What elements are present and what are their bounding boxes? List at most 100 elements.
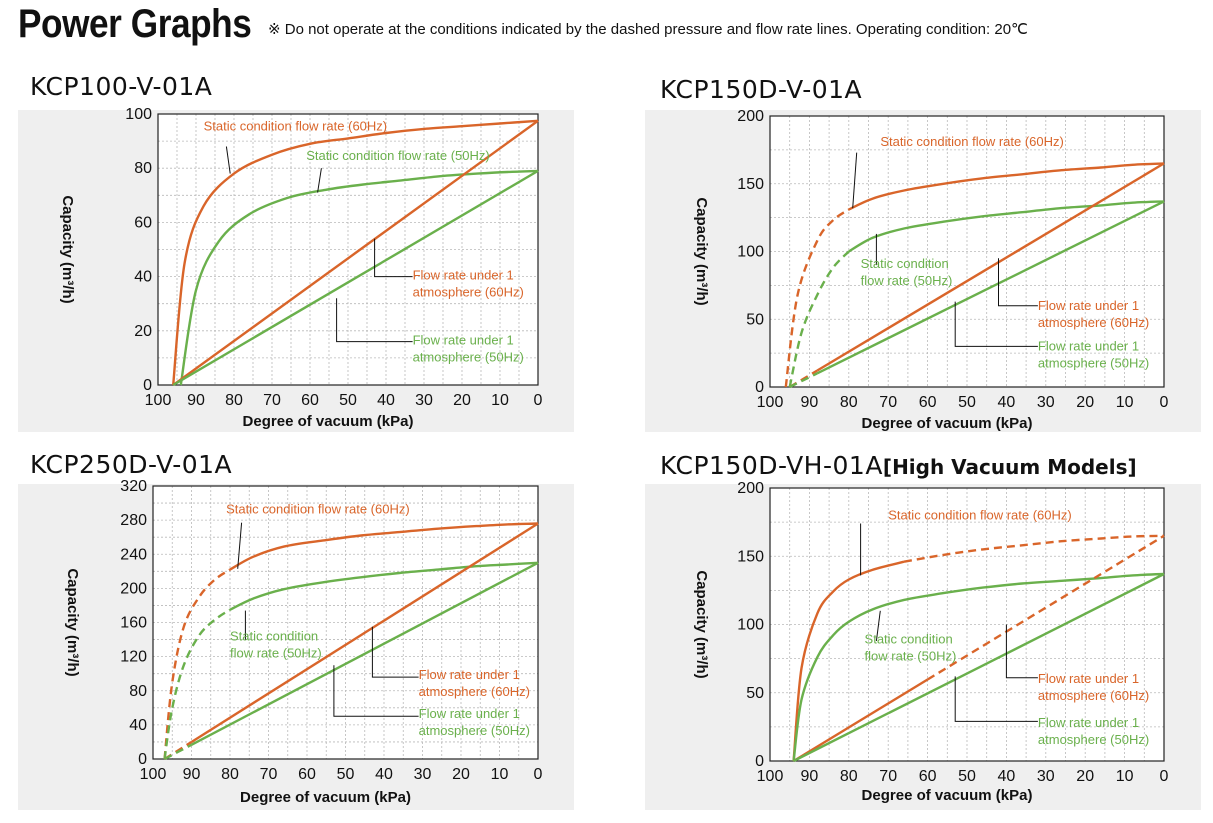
annotation-label: Flow rate under 1 [1038,298,1139,313]
x-tick-label: 40 [375,766,393,783]
x-tick-label: 20 [453,392,471,409]
x-tick-label: 10 [491,766,509,783]
annotation-leader [333,665,419,717]
annotation-label: Flow rate under 1 [1038,715,1139,730]
series-line [792,572,1165,762]
chart-title: KCP150D-VH-01A[High Vacuum Models] [660,451,1137,480]
y-axis-label: Capacity (m³/h) [693,570,710,678]
series-line [793,572,1165,763]
series-line [848,200,1165,253]
x-tick-label: 30 [1037,768,1055,785]
chart-title-main: KCP150D-VH-01A [660,451,883,480]
x-tick-label: 10 [1116,394,1134,411]
y-tick-label: 200 [120,580,147,597]
x-tick-label: 70 [263,392,281,409]
x-tick-label: 80 [225,392,243,409]
annotation-label: Static condition [865,632,953,647]
chart-svg: 100 90 80 70 60 50 40 30 20 10 0050100150200Degree… [645,480,1201,810]
page-title: Power Graphs [18,2,252,46]
y-tick-label: 50 [746,685,764,702]
chart-kcp250d: KCP250D-V-01A 100 90 80 70 60 50 40 30 20 10 0 0 40 8… [18,446,578,810]
x-tick-label: 80 [221,766,239,783]
x-tick-label: 70 [879,768,897,785]
annotation-label: atmosphere (60Hz) [413,284,524,299]
x-tick-label: 70 [260,766,278,783]
x-tick-label: 10 [1116,768,1134,785]
annotation-label: Flow rate under 1 [1038,671,1139,686]
annotation-label: Flow rate under 1 [419,667,520,682]
annotation-leader [875,610,881,641]
annotation-leader [954,676,1038,722]
series-line [190,522,539,744]
annotation-label: Flow rate under 1 [419,706,520,721]
y-axis-label: Capacity (m³/h) [64,568,81,676]
chart-kcp150d: KCP150D-V-01A 100 90 80 70 60 50 40 30 20 10 0 0 50 1… [645,74,1201,432]
y-tick-label: 40 [129,717,147,734]
y-tick-label: 50 [746,311,764,328]
y-tick-label: 240 [120,546,147,563]
annotation-label: atmosphere (60Hz) [1038,688,1149,703]
x-axis-label: Degree of vacuum (kPa) [240,789,411,806]
x-tick-label: 100 [757,394,784,411]
y-axis-label: Capacity (m³/h) [693,197,710,305]
page-note: ※ Do not operate at the conditions indic… [268,21,1028,38]
y-tick-label: 0 [138,751,147,768]
chart-svg: 100 90 80 70 60 50 40 30 20 10 0040801201602002402… [18,478,574,810]
chart-title: KCP250D-V-01A [30,450,233,479]
x-tick-label: 50 [958,394,976,411]
series-line [172,169,539,387]
plot-frame [769,115,1165,388]
chart-kcp100: KCP100-V-01A 100 90 80 70 60 50 40 30 20 10 0 0 20 40… [18,70,578,432]
x-tick-label: 60 [298,766,316,783]
chart-title: KCP150D-V-01A [660,75,863,104]
x-tick-label: 100 [140,766,167,783]
annotation-label: atmosphere (60Hz) [1038,315,1149,330]
annotation-label: Static condition flow rate (60Hz) [888,507,1072,522]
y-tick-label: 60 [134,214,152,231]
series-line [172,119,539,386]
x-tick-label: 100 [145,392,172,409]
x-tick-label: 90 [183,766,201,783]
y-tick-label: 200 [737,480,764,497]
series-line [816,162,1165,372]
annotation-leader [998,258,1038,307]
y-tick-label: 80 [129,683,147,700]
y-tick-label: 0 [755,753,764,770]
annotation-label: atmosphere (60Hz) [419,684,530,699]
annotation-label: flow rate (50Hz) [865,649,957,664]
annotation-leader [317,168,322,193]
plot-frame [157,113,539,386]
x-tick-label: 20 [1076,394,1094,411]
x-axis-label: Degree of vacuum (kPa) [862,787,1033,804]
x-tick-label: 40 [998,394,1016,411]
y-tick-label: 320 [120,478,147,495]
x-tick-label: 50 [958,768,976,785]
x-tick-label: 90 [801,394,819,411]
annotation-leader [954,301,1038,347]
annotation-label: Flow rate under 1 [413,267,514,282]
y-tick-label: 160 [120,615,147,632]
annotation-label: atmosphere (50Hz) [419,723,530,738]
chart-svg: 100 90 80 70 60 50 40 30 20 10 0050100150200Degree… [645,108,1201,432]
annotation-leader [225,146,231,174]
series-line-dashed [163,568,231,760]
x-tick-label: 80 [840,394,858,411]
series-line [190,561,539,746]
x-tick-label: 100 [757,768,784,785]
x-tick-label: 70 [879,394,897,411]
annotation-label: flow rate (50Hz) [861,273,953,288]
annotation-label: Static condition flow rate (60Hz) [226,501,410,516]
series-line [229,522,539,571]
x-tick-label: 50 [339,392,357,409]
y-tick-label: 20 [134,323,152,340]
annotation-leader [852,152,858,209]
x-tick-label: 40 [998,768,1016,785]
plot-frame [769,487,1165,762]
annotation-leader [237,522,243,569]
series-line [179,169,539,386]
x-axis-label: Degree of vacuum (kPa) [243,413,414,430]
annotation-label: Static condition [861,256,949,271]
x-tick-label: 20 [452,766,470,783]
y-tick-label: 80 [134,160,152,177]
annotation-label: Static condition flow rate (60Hz) [204,118,388,133]
